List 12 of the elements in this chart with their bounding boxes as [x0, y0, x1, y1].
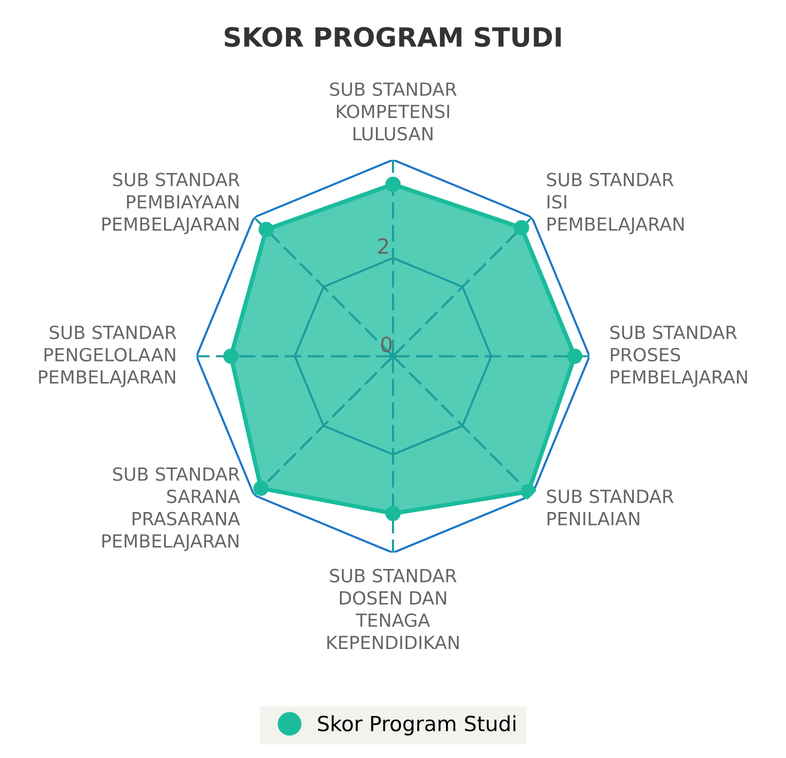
y-tick-label: 2 [378, 238, 388, 254]
spoke-label: SUB STANDAR PENGELOLAAN PEMBELAJARAN [39, 326, 176, 388]
spoke-label: SUB STANDAR PROSES PEMBELAJARAN [610, 326, 747, 388]
spoke-label: SUB STANDAR DOSEN DAN TENAGA KEPENDIDIKAN [327, 568, 459, 650]
chart-title: SKOR PROGRAM STUDI [224, 26, 561, 47]
spoke-label: SUB STANDAR KOMPETENSI LULUSAN [330, 82, 457, 141]
spoke-label: SUB STANDAR PEMBIAYAAN PEMBELAJARAN [102, 172, 240, 234]
spoke-label: SUB STANDAR SARANA PRASARANA PEMBELAJARAN [102, 467, 240, 552]
y-tick-label: 0 [381, 336, 392, 352]
spoke-label: SUB STANDAR ISI PEMBELAJARAN [547, 172, 684, 234]
legend-label: Skor Program Studi [318, 715, 516, 736]
spoke-label: SUB STANDAR PENILAIAN [547, 490, 674, 526]
